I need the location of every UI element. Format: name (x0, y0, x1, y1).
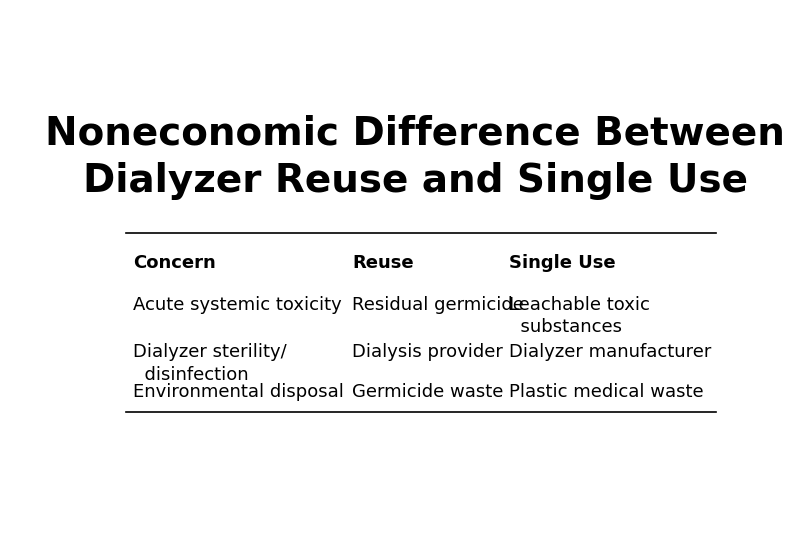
Text: Dialysis provider: Dialysis provider (352, 343, 503, 361)
Text: Concern: Concern (133, 254, 215, 272)
Text: Single Use: Single Use (509, 254, 616, 272)
Text: Reuse: Reuse (352, 254, 414, 272)
Text: Leachable toxic
  substances: Leachable toxic substances (509, 295, 650, 336)
Text: Dialyzer sterility/
  disinfection: Dialyzer sterility/ disinfection (133, 343, 287, 383)
Text: Acute systemic toxicity: Acute systemic toxicity (133, 295, 341, 314)
Text: Dialyzer manufacturer: Dialyzer manufacturer (509, 343, 712, 361)
Text: Plastic medical waste: Plastic medical waste (509, 383, 704, 401)
Text: Germicide waste: Germicide waste (352, 383, 504, 401)
Text: Residual germicide: Residual germicide (352, 295, 524, 314)
Text: Noneconomic Difference Between
Dialyzer Reuse and Single Use: Noneconomic Difference Between Dialyzer … (45, 114, 785, 200)
Text: Environmental disposal: Environmental disposal (133, 383, 343, 401)
